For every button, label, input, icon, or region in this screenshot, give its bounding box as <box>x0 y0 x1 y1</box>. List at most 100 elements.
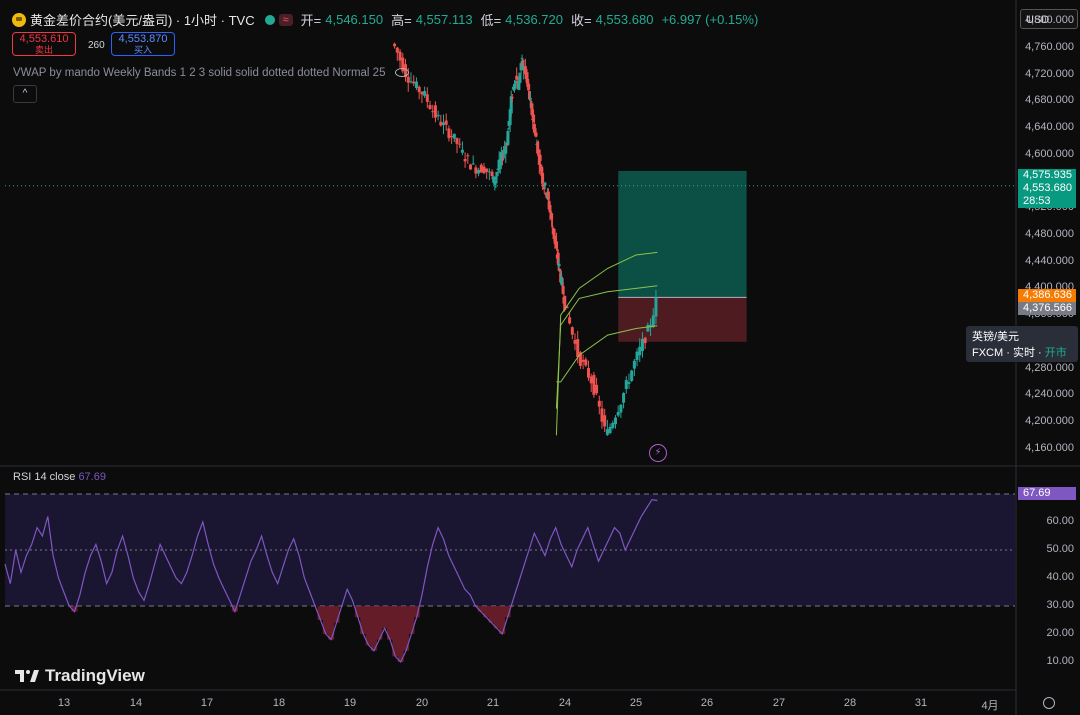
currency-select[interactable]: USD <box>1020 9 1078 29</box>
rsi-tick-label: 60.00 <box>1046 515 1074 527</box>
symbol-title[interactable]: 黄金差价合约(美元/盎司) · 1小时 · TVC <box>30 13 255 28</box>
candle-body <box>398 51 402 61</box>
candle-body <box>638 346 642 356</box>
collapse-button[interactable]: ^ <box>13 85 37 103</box>
candle-body <box>541 172 545 184</box>
gold-symbol-icon <box>12 12 26 27</box>
candle-body <box>521 59 525 68</box>
rsi-tick-label: 40.00 <box>1046 571 1074 583</box>
candle-body <box>511 86 515 90</box>
candle-body <box>525 72 529 82</box>
rsi-oversold-fill <box>71 606 511 662</box>
time-tick-label: 26 <box>700 697 714 709</box>
eye-hidden-icon[interactable] <box>394 68 409 78</box>
tooltip-sep-1: · <box>1006 347 1010 359</box>
candle-body <box>428 105 432 110</box>
time-tick-label: 19 <box>343 697 357 709</box>
rsi-tick-label: 30.00 <box>1046 599 1074 611</box>
candle-body <box>499 152 503 162</box>
candle-body <box>513 83 517 88</box>
candle-body <box>545 195 549 197</box>
tradingview-logo-icon <box>15 670 39 682</box>
candle-body <box>597 400 601 407</box>
open-value: 4,546.150 <box>325 12 384 27</box>
candle-body <box>493 181 497 185</box>
price-tick-label: 4,640.000 <box>1025 121 1074 134</box>
last-price-label: 4,553.680 28:53 <box>1018 182 1076 208</box>
tooltip-source: FXCM <box>972 347 1004 359</box>
candle-body <box>555 241 559 249</box>
vwap-indicator-text: VWAP by mando Weekly Bands 1 2 3 solid s… <box>13 67 386 79</box>
bolt-icon[interactable]: ⚡ <box>649 444 667 462</box>
candle-body <box>595 384 599 394</box>
candle-body <box>640 338 644 352</box>
loss-zone <box>618 297 747 342</box>
close-value: 4,553.680 <box>595 12 654 27</box>
candle-body <box>506 131 510 146</box>
candle-body <box>495 172 499 176</box>
candle-body <box>425 94 429 102</box>
rsi-value-label: 67.69 <box>1018 487 1076 500</box>
candle-body <box>502 152 506 154</box>
candle-body <box>550 213 554 220</box>
vwap-indicator-label[interactable]: VWAP by mando Weekly Bands 1 2 3 solid s… <box>13 67 409 79</box>
time-tick-label: 27 <box>772 697 786 709</box>
vwap-band-2 <box>556 325 658 383</box>
candle-body <box>533 131 537 134</box>
candle-body <box>559 276 563 284</box>
candle-body <box>563 295 567 310</box>
sell-button[interactable]: 4,553.610 卖出 <box>12 32 76 56</box>
candle-body <box>616 412 620 416</box>
rsi-legend-label: RSI 14 close <box>13 471 76 483</box>
candle-body <box>622 392 626 403</box>
buy-button[interactable]: 4,553.870 买入 <box>111 32 175 56</box>
wave-icon: ≈ <box>278 13 293 26</box>
candle-body <box>556 252 560 264</box>
market-open-icon <box>264 14 275 25</box>
candle-body <box>557 263 561 267</box>
tradingview-logo[interactable]: TradingView <box>15 666 145 686</box>
candle-body <box>619 404 623 413</box>
rsi-legend[interactable]: RSI 14 close 67.69 <box>13 471 106 483</box>
buy-label: 买入 <box>133 45 152 55</box>
tooltip-meta: FXCM · 实时 · 开市 <box>972 345 1072 361</box>
time-tick-label: 13 <box>57 697 71 709</box>
buy-price: 4,553.870 <box>118 33 168 45</box>
rsi-legend-value: 67.69 <box>78 471 106 483</box>
candle-body <box>458 143 462 145</box>
candle-body <box>401 57 405 72</box>
price-tick-label: 4,720.000 <box>1025 67 1074 80</box>
stop-price-label: 4,376.566 <box>1018 302 1076 315</box>
candle-body <box>578 352 582 366</box>
profit-zone <box>618 170 747 298</box>
candle-body <box>466 155 470 157</box>
candle-body <box>587 368 591 378</box>
candle-body <box>530 103 534 116</box>
time-tick-label: 21 <box>486 697 500 709</box>
candle-body <box>565 306 569 309</box>
price-tick-label: 4,280.000 <box>1025 361 1074 374</box>
price-tick-label: 4,680.000 <box>1025 94 1074 107</box>
candle-body <box>519 63 523 71</box>
candle-body <box>393 43 397 47</box>
candle-body <box>447 128 451 139</box>
time-tick-label: 14 <box>129 697 143 709</box>
candle-body <box>576 339 580 358</box>
candle-body <box>420 91 424 95</box>
candle-body <box>455 138 459 144</box>
time-tick-label: 31 <box>914 697 928 709</box>
price-tick-label: 4,200.000 <box>1025 414 1074 427</box>
tooltip-mode: 实时 <box>1012 347 1035 359</box>
candle-body <box>592 374 596 395</box>
candle-body <box>542 188 546 190</box>
gear-icon[interactable] <box>1043 697 1055 709</box>
candle-body <box>552 229 556 240</box>
candle-body <box>463 158 467 162</box>
open-label: 开= <box>300 13 322 28</box>
candle-body <box>541 185 545 187</box>
price-tick-label: 4,160.000 <box>1025 441 1074 454</box>
candle-body <box>570 327 574 335</box>
candle-body <box>518 75 522 83</box>
time-tick-label: 28 <box>843 697 857 709</box>
